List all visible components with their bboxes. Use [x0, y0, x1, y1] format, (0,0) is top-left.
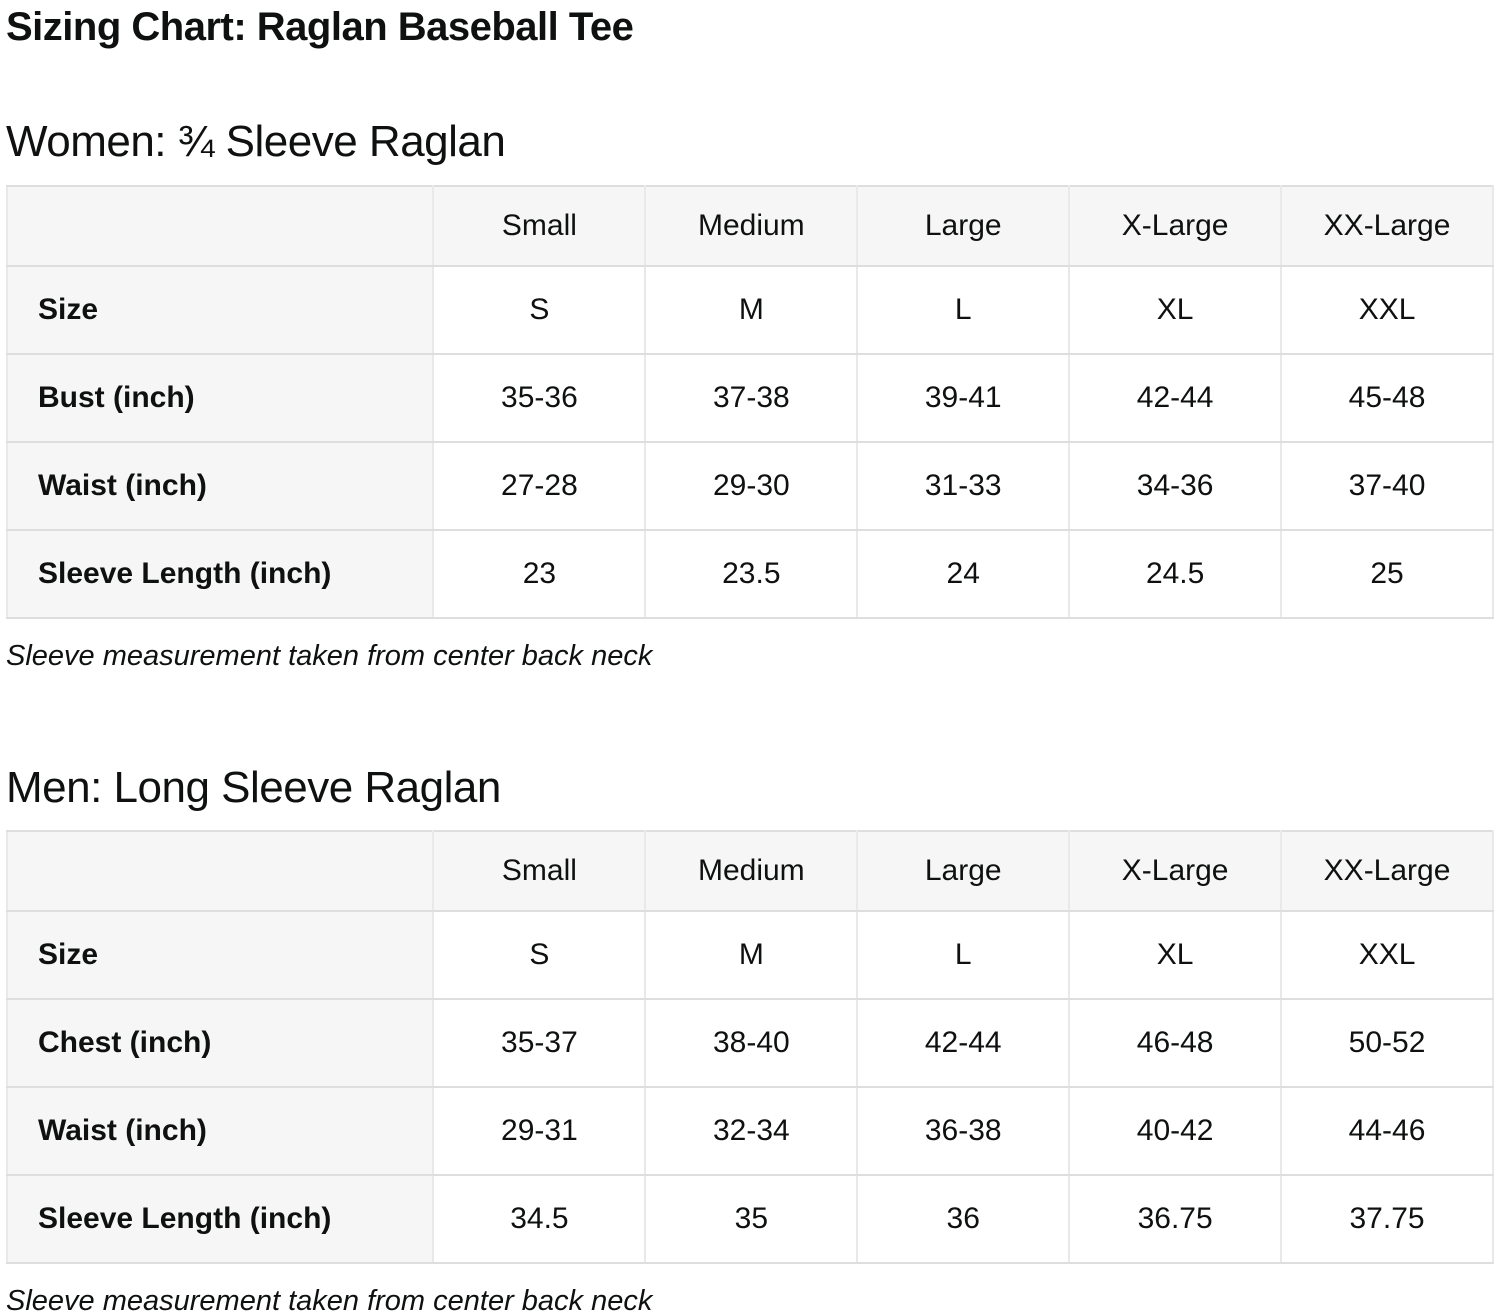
- row-label: Sleeve Length (inch): [5, 1174, 435, 1265]
- section-heading-men: Men: Long Sleeve Raglan: [6, 762, 501, 812]
- measurement-row: Waist (inch) 27-28 29-30 31-33 34-36 37-40: [5, 440, 1494, 531]
- size-column-header: XX-Large: [1280, 184, 1494, 267]
- measurement-value-cell: 50-52: [1280, 998, 1494, 1089]
- measurement-value-cell: 32-34: [644, 1086, 859, 1177]
- measurement-row: Size S M L XL XXL: [5, 910, 1494, 1001]
- measurement-value-cell: 44-46: [1280, 1086, 1494, 1177]
- women-sizing-table: Small Medium Large X-Large XX-Large Size S M L XL…: [5, 184, 1494, 619]
- measurement-value-cell: 36.75: [1068, 1174, 1283, 1265]
- row-label: Sleeve Length (inch): [5, 528, 435, 619]
- measurement-row: Size S M L XL XXL: [5, 264, 1494, 355]
- size-column-header: Small: [432, 830, 647, 913]
- men-measurement-note: Sleeve measurement taken from center bac…: [6, 1285, 653, 1315]
- measurement-value-cell: 23: [432, 528, 647, 619]
- measurement-value-cell: 37.75: [1280, 1174, 1494, 1265]
- measurement-value-cell: 25: [1280, 528, 1494, 619]
- measurement-value-cell: XXL: [1280, 910, 1494, 1001]
- measurement-value-cell: M: [644, 264, 859, 355]
- size-header-row: Small Medium Large X-Large XX-Large: [5, 184, 1494, 267]
- measurement-value-cell: 31-33: [856, 440, 1071, 531]
- measurement-value-cell: 27-28: [432, 440, 647, 531]
- measurement-value-cell: 40-42: [1068, 1086, 1283, 1177]
- measurement-value-cell: 34.5: [432, 1174, 647, 1265]
- measurement-value-cell: 36: [856, 1174, 1071, 1265]
- size-column-header: Medium: [644, 830, 859, 913]
- corner-cell: [5, 184, 435, 267]
- measurement-value-cell: S: [432, 910, 647, 1001]
- measurement-value-cell: 29-31: [432, 1086, 647, 1177]
- size-column-header: Large: [856, 184, 1071, 267]
- measurement-value-cell: 24.5: [1068, 528, 1283, 619]
- measurement-value-cell: M: [644, 910, 859, 1001]
- size-column-header: X-Large: [1068, 184, 1283, 267]
- measurement-row: Bust (inch) 35-36 37-38 39-41 42-44 45-48: [5, 352, 1494, 443]
- measurement-value-cell: 37-38: [644, 352, 859, 443]
- size-column-header: Large: [856, 830, 1071, 913]
- measurement-value-cell: 34-36: [1068, 440, 1283, 531]
- measurement-value-cell: L: [856, 264, 1071, 355]
- row-label: Chest (inch): [5, 998, 435, 1089]
- measurement-value-cell: 46-48: [1068, 998, 1283, 1089]
- measurement-value-cell: 42-44: [856, 998, 1071, 1089]
- measurement-row: Sleeve Length (inch) 23 23.5 24 24.5 25: [5, 528, 1494, 619]
- measurement-value-cell: 23.5: [644, 528, 859, 619]
- row-label: Waist (inch): [5, 1086, 435, 1177]
- measurement-row: Chest (inch) 35-37 38-40 42-44 46-48 50-52: [5, 998, 1494, 1089]
- size-column-header: XX-Large: [1280, 830, 1494, 913]
- size-column-header: Small: [432, 184, 647, 267]
- measurement-value-cell: 29-30: [644, 440, 859, 531]
- measurement-value-cell: 35-36: [432, 352, 647, 443]
- size-column-header: Medium: [644, 184, 859, 267]
- measurement-value-cell: XXL: [1280, 264, 1494, 355]
- section-women: Women: ¾ Sleeve Raglan Small Medium Large X…: [5, 116, 1494, 674]
- measurement-value-cell: 37-40: [1280, 440, 1494, 531]
- measurement-row: Waist (inch) 29-31 32-34 36-38 40-42 44-46: [5, 1086, 1494, 1177]
- measurement-value-cell: XL: [1068, 264, 1283, 355]
- row-label: Waist (inch): [5, 440, 435, 531]
- women-measurement-note: Sleeve measurement taken from center bac…: [6, 639, 653, 672]
- measurement-value-cell: 35-37: [432, 998, 647, 1089]
- measurement-value-cell: 42-44: [1068, 352, 1283, 443]
- measurement-value-cell: XL: [1068, 910, 1283, 1001]
- section-heading-women: Women: ¾ Sleeve Raglan: [6, 117, 506, 166]
- measurement-value-cell: S: [432, 264, 647, 355]
- measurement-value-cell: 38-40: [644, 998, 859, 1089]
- size-column-header: X-Large: [1068, 830, 1283, 913]
- measurement-value-cell: 45-48: [1280, 352, 1494, 443]
- page-title: Sizing Chart: Raglan Baseball Tee: [6, 5, 634, 49]
- measurement-value-cell: 35: [644, 1174, 859, 1265]
- section-men: Men: Long Sleeve Raglan Small Medium Large…: [5, 762, 1494, 1315]
- measurement-row: Sleeve Length (inch) 34.5 35 36 36.75 37.75: [5, 1174, 1494, 1265]
- measurement-value-cell: 39-41: [856, 352, 1071, 443]
- row-label: Bust (inch): [5, 352, 435, 443]
- measurement-value-cell: 24: [856, 528, 1071, 619]
- size-header-row: Small Medium Large X-Large XX-Large: [5, 830, 1494, 913]
- row-label: Size: [5, 910, 435, 1001]
- measurement-value-cell: 36-38: [856, 1086, 1071, 1177]
- corner-cell: [5, 830, 435, 913]
- row-label: Size: [5, 264, 435, 355]
- men-sizing-table: Small Medium Large X-Large XX-Large Size S M L XL…: [5, 830, 1494, 1265]
- measurement-value-cell: L: [856, 910, 1071, 1001]
